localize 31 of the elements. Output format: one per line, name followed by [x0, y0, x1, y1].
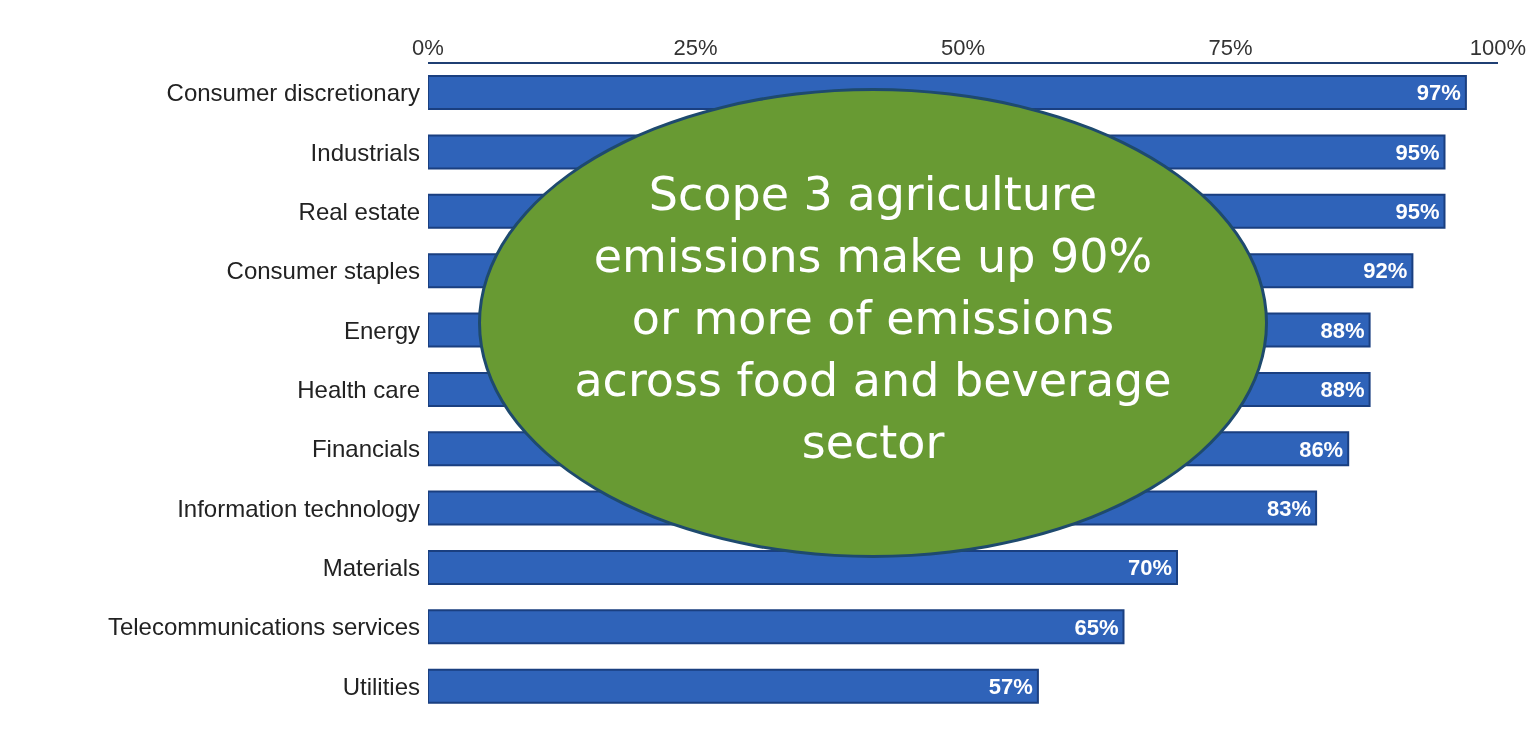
- data-label: 88%: [1320, 377, 1365, 403]
- y-tick-label: Telecommunications services: [107, 613, 420, 641]
- y-tick-label: Financials: [311, 435, 420, 463]
- data-label: 95%: [1395, 199, 1440, 225]
- data-label: 83%: [1267, 495, 1312, 521]
- data-label: 88%: [1320, 317, 1365, 343]
- y-tick-label: Materials: [322, 554, 420, 582]
- bar: [428, 609, 1125, 645]
- y-tick-label: Real estate: [298, 197, 420, 225]
- data-label: 57%: [988, 674, 1033, 700]
- data-label: 95%: [1395, 139, 1440, 165]
- data-label: 70%: [1127, 555, 1172, 581]
- y-tick-label: Utilities: [342, 672, 420, 700]
- y-tick-label: Consumer staples: [226, 257, 420, 285]
- data-label: 97%: [1416, 80, 1461, 106]
- data-label: 86%: [1299, 436, 1344, 462]
- y-tick-label: Industrials: [310, 138, 420, 166]
- x-tick-label: 25%: [673, 35, 718, 60]
- annotation: Scope 3 agriculture emissions make up 90% or more of emissions across food and beverage sector: [573, 166, 1173, 471]
- y-tick-label: Health care: [297, 376, 420, 404]
- x-tick-label: 75%: [1208, 35, 1253, 60]
- data-label: 92%: [1363, 258, 1408, 284]
- data-label: 65%: [1074, 614, 1119, 640]
- y-tick-label: Consumer discretionary: [166, 79, 420, 107]
- x-tick-label: 100%: [1469, 35, 1527, 60]
- y-tick-label: Information technology: [177, 494, 420, 522]
- bar: [428, 668, 1039, 704]
- y-tick-label: Energy: [343, 316, 420, 344]
- x-tick-label: 50%: [940, 35, 986, 60]
- bar: [428, 549, 1178, 585]
- x-tick-label: 0%: [412, 35, 444, 60]
